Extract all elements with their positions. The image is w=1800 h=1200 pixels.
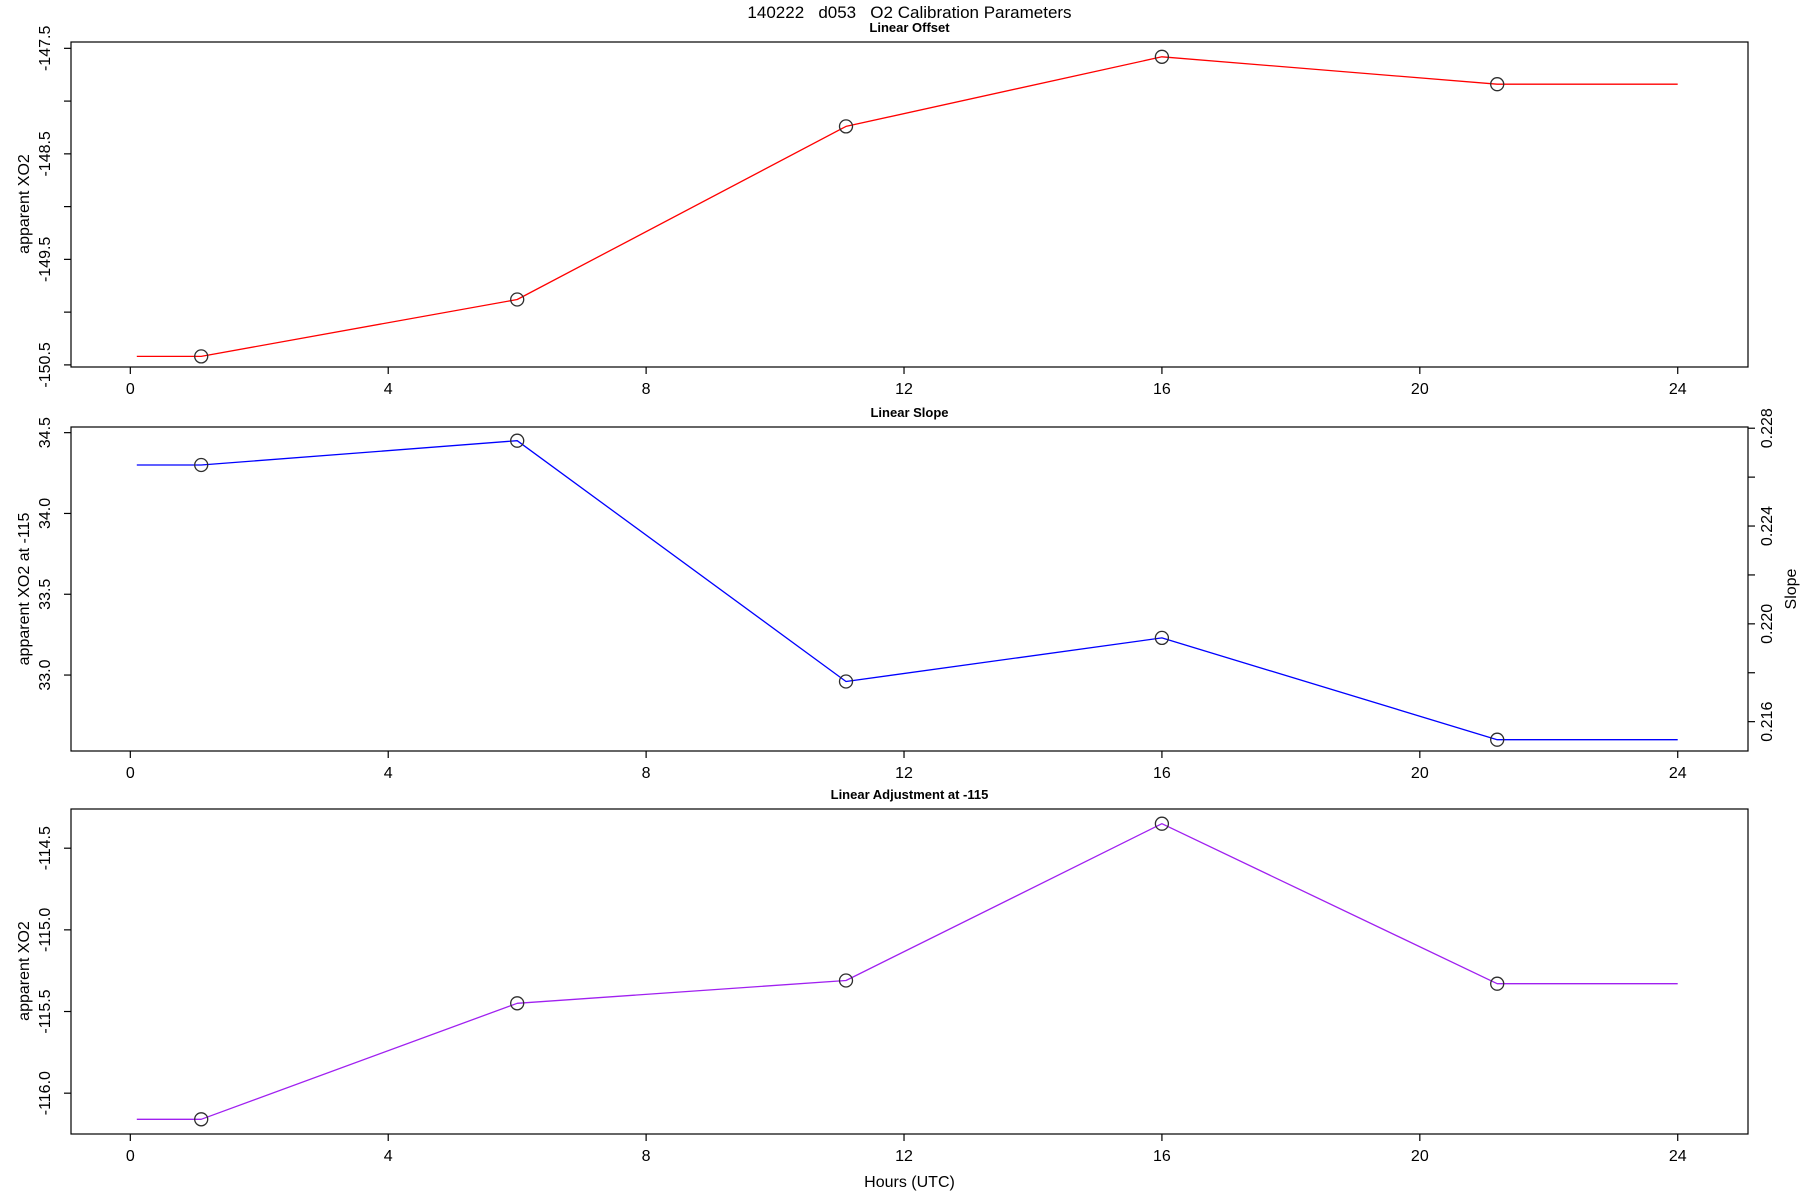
panel1-data-point — [510, 292, 525, 307]
panel3-xtick-label: 24 — [1669, 1148, 1687, 1165]
panel3-data-point — [194, 1112, 209, 1127]
panel3-xtick-label: 4 — [384, 1148, 393, 1165]
panel3-title: Linear Adjustment at -115 — [830, 787, 989, 802]
panel1-ytick-label: -149.5 — [37, 237, 54, 282]
panel2-xtick-label: 0 — [126, 765, 135, 782]
panel2-ytick-label: 33.5 — [37, 579, 54, 610]
panel3-xtick-label: 0 — [126, 1148, 135, 1165]
panel1-xtick-label: 16 — [1153, 381, 1171, 398]
panel3-data-point — [838, 973, 854, 988]
panel3-ytick-label: -115.0 — [37, 908, 54, 952]
panel1-ytick-label: -150.5 — [37, 342, 54, 387]
panel3-xtick-label: 8 — [642, 1148, 651, 1165]
panel3-ylabel: apparent XO2 — [16, 921, 33, 1021]
panel1-ytick-label: -148.5 — [37, 131, 54, 176]
panel2-ytick-label: 34.0 — [37, 498, 54, 529]
panel2-box — [70, 426, 1749, 752]
panel1-series-line — [136, 56, 1678, 358]
panel1-data-point — [194, 349, 209, 364]
figure-title: 140222 d053 O2 Calibration Parameters — [747, 3, 1072, 22]
panel2-right-ytick-label: 0.224 — [1759, 506, 1776, 546]
panel2-ytick-label: 33.0 — [37, 659, 54, 690]
panel3-ytick-label: -114.5 — [37, 826, 54, 870]
panel2-xtick-label: 20 — [1411, 765, 1429, 782]
panel1-xtick-label: 4 — [384, 381, 393, 398]
panel2-ylabel: apparent XO2 at -115 — [16, 512, 33, 666]
panel3-data-point — [1154, 816, 1170, 831]
panel3-xtick-label: 12 — [895, 1148, 913, 1165]
panel2-xtick-label: 24 — [1669, 765, 1687, 782]
panel1-ylabel: apparent XO2 — [16, 154, 33, 254]
panel2-series-line — [136, 440, 1678, 741]
panel3-ytick-label: -115.5 — [37, 989, 54, 1033]
panel2-right-ytick-label: 0.228 — [1759, 408, 1776, 448]
panel2-title: Linear Slope — [870, 405, 949, 420]
panel2-data-point — [1154, 630, 1170, 646]
panel1-data-point — [1490, 77, 1505, 92]
panel2-xtick-label: 8 — [642, 765, 651, 782]
panel2-xtick-label: 12 — [895, 765, 913, 782]
xaxis-title: Hours (UTC) — [864, 1174, 955, 1191]
panel1-xtick-label: 12 — [895, 381, 913, 398]
panel3-ytick-label: -116.0 — [37, 1071, 54, 1115]
panel2-data-point — [510, 433, 525, 448]
panel2-right-ytick-label: 0.220 — [1759, 604, 1776, 644]
panel2-right-ylabel: Slope — [1783, 568, 1800, 610]
panel1-data-point — [838, 119, 854, 134]
panel2-ytick-label: 34.5 — [37, 417, 54, 448]
panel1-title: Linear Offset — [869, 20, 950, 35]
panel3-xtick-label: 20 — [1411, 1148, 1429, 1165]
panel3-series-line — [136, 823, 1678, 1120]
panel1-box — [70, 41, 1749, 368]
panel2-data-point — [1490, 732, 1505, 747]
panel1-data-point — [1154, 49, 1170, 64]
panel1-xtick-label: 20 — [1411, 381, 1429, 398]
panel2-data-point — [838, 674, 854, 689]
panel2-xtick-label: 4 — [384, 765, 393, 782]
panel1-xtick-label: 24 — [1669, 381, 1687, 398]
panel1-xtick-label: 0 — [126, 381, 135, 398]
panel2-right-ytick-label: 0.216 — [1759, 702, 1776, 742]
panel3-data-point — [1490, 976, 1505, 991]
panel3-xtick-label: 16 — [1153, 1148, 1171, 1165]
panel3-box — [70, 808, 1749, 1135]
panel2-data-point — [194, 457, 209, 473]
panel2-xtick-label: 16 — [1153, 765, 1171, 782]
panel3-data-point — [510, 996, 525, 1011]
panel1-ytick-label: -147.5 — [37, 26, 54, 71]
panel1-xtick-label: 8 — [642, 381, 651, 398]
